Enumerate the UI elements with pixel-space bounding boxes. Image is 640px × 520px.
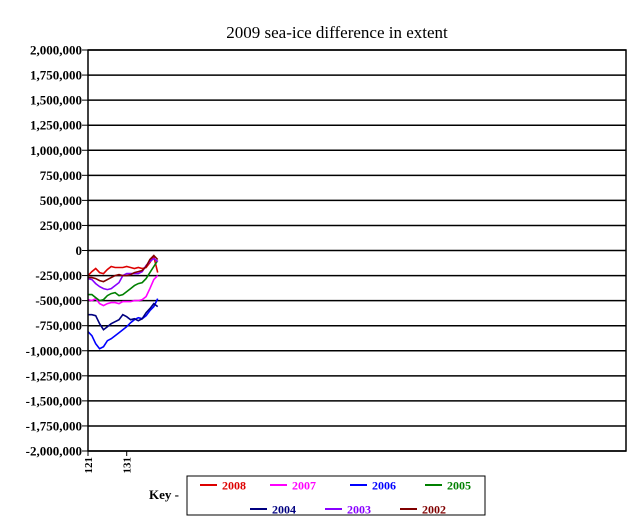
y-tick-label: -1,000,000 bbox=[26, 343, 82, 358]
y-tick-label: -2,000,000 bbox=[26, 444, 82, 459]
y-tick-label: -750,000 bbox=[35, 318, 82, 333]
series-line-2005 bbox=[88, 260, 159, 302]
y-tick-label: 500,000 bbox=[40, 193, 82, 208]
y-tick-label: 1,750,000 bbox=[30, 68, 82, 83]
chart-title: 2009 sea-ice difference in extent bbox=[226, 23, 448, 42]
x-tick-label: 121 bbox=[83, 457, 95, 474]
legend: 2008 2007 2006 2005 2004 2003 2002 bbox=[186, 475, 486, 517]
series-line-2007 bbox=[87, 275, 159, 307]
y-tick-label: 2,000,000 bbox=[30, 43, 82, 58]
plot-area bbox=[87, 254, 159, 350]
chart-grid bbox=[88, 49, 626, 452]
legend-label-2003: 2003 bbox=[347, 503, 371, 517]
x-axis: 121 131 bbox=[83, 451, 134, 474]
legend-label-2005: 2005 bbox=[447, 479, 471, 493]
y-tick-label: -250,000 bbox=[35, 268, 82, 283]
y-tick-label: 1,500,000 bbox=[30, 93, 82, 108]
y-tick-label: 250,000 bbox=[40, 218, 82, 233]
y-axis: 2,000,000 1,750,000 1,500,000 1,250,000 1,00… bbox=[26, 43, 88, 459]
y-tick-label: 0 bbox=[76, 243, 83, 258]
x-tick-label: 131 bbox=[122, 457, 134, 474]
series-line-2006 bbox=[87, 298, 159, 350]
y-tick-label: -1,500,000 bbox=[26, 393, 82, 408]
y-tick-label: -1,750,000 bbox=[26, 418, 82, 433]
legend-label-2002: 2002 bbox=[422, 503, 446, 517]
y-tick-label: 750,000 bbox=[40, 168, 82, 183]
plot-frame bbox=[87, 49, 627, 452]
series-line-2002 bbox=[88, 254, 159, 283]
y-tick-label: 1,250,000 bbox=[30, 118, 82, 133]
y-tick-label: -500,000 bbox=[35, 293, 82, 308]
legend-label-2007: 2007 bbox=[292, 479, 316, 493]
y-tick-label: -1,250,000 bbox=[26, 368, 82, 383]
legend-key-label: Key - bbox=[149, 487, 179, 502]
legend-label-2008: 2008 bbox=[222, 479, 246, 493]
y-tick-label: 1,000,000 bbox=[30, 143, 82, 158]
legend-label-2006: 2006 bbox=[372, 479, 396, 493]
series-line-2004 bbox=[88, 302, 159, 331]
legend-label-2004: 2004 bbox=[272, 503, 296, 517]
